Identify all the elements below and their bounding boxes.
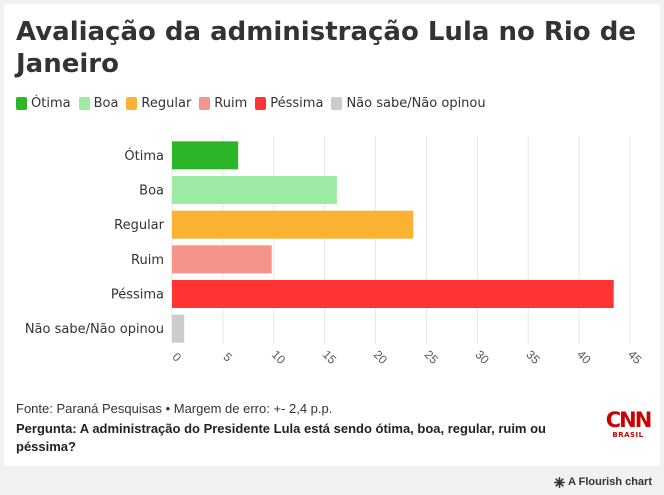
flourish-icon <box>554 476 566 488</box>
chart-legend: Ótima Boa Regular Ruim Péssima Não sabe/Não o… <box>16 96 486 111</box>
chart-title: Avaliação da administração Lula no Rio d… <box>16 17 636 79</box>
source-note: Fonte: Paraná Pesquisas • Margem de erro… <box>16 401 333 416</box>
x-tick-label: 10 <box>269 347 289 367</box>
question-note: Pergunta: A administração do Presidente … <box>16 421 546 454</box>
legend-item[interactable]: Ruim <box>199 96 247 111</box>
category-label: Regular <box>114 218 165 233</box>
category-label: Ótima <box>124 148 164 164</box>
legend-label: Boa <box>93 96 119 111</box>
x-tick-label: 30 <box>472 347 492 367</box>
category-label: Não sabe/Não opinou <box>25 322 164 337</box>
legend-swatch <box>78 97 90 110</box>
x-tick-label: 40 <box>574 347 594 367</box>
bar-1 <box>172 141 239 170</box>
x-tick-label: 0 <box>170 350 185 365</box>
legend-item[interactable]: Regular <box>126 96 191 111</box>
bar-chart: 0 5 10 15 20 25 30 35 40 45 Ótima Boa Regular Ruim Pés… <box>25 136 645 367</box>
x-tick-label: 5 <box>220 350 235 365</box>
category-label: Ruim <box>131 253 164 268</box>
x-tick-label: 35 <box>523 347 543 367</box>
chart-card: Avaliação da administração Lula no Rio d… <box>4 4 660 466</box>
bar-2 <box>172 176 337 204</box>
x-tick-label: 15 <box>320 347 340 367</box>
bar-4 <box>172 245 272 274</box>
legend-label: Ótima <box>31 96 71 111</box>
flourish-credit-text: A Flourish chart <box>568 476 652 488</box>
legend-label: Regular <box>141 96 192 111</box>
bar-5 <box>172 280 614 308</box>
legend-swatch <box>16 97 27 110</box>
cnn-brasil-logo: CNN BRASIL <box>605 408 653 443</box>
bar-6 <box>172 314 185 343</box>
logo-name: CNN <box>605 408 653 432</box>
legend-swatch <box>255 97 267 110</box>
category-label: Boa <box>139 184 164 199</box>
x-tick-label: 20 <box>371 347 391 367</box>
legend-swatch <box>126 97 138 110</box>
legend-item[interactable]: Não sabe/Não opinou <box>331 96 486 111</box>
category-label: Péssima <box>111 288 164 303</box>
legend-swatch <box>331 97 343 110</box>
flourish-credit[interactable]: A Flourish chart <box>554 476 652 488</box>
legend-label: Ruim <box>214 96 248 111</box>
x-tick-label: 25 <box>422 347 442 367</box>
legend-label: Não sabe/Não opinou <box>346 96 486 111</box>
bar-3 <box>172 210 414 239</box>
legend-swatch <box>199 97 211 110</box>
legend-item[interactable]: Péssima <box>255 96 323 111</box>
legend-item[interactable]: Ótima <box>16 96 71 111</box>
x-tick-label: 45 <box>625 347 645 367</box>
legend-item[interactable]: Boa <box>78 96 119 111</box>
legend-label: Péssima <box>270 96 324 111</box>
logo-sub: BRASIL <box>612 431 644 439</box>
